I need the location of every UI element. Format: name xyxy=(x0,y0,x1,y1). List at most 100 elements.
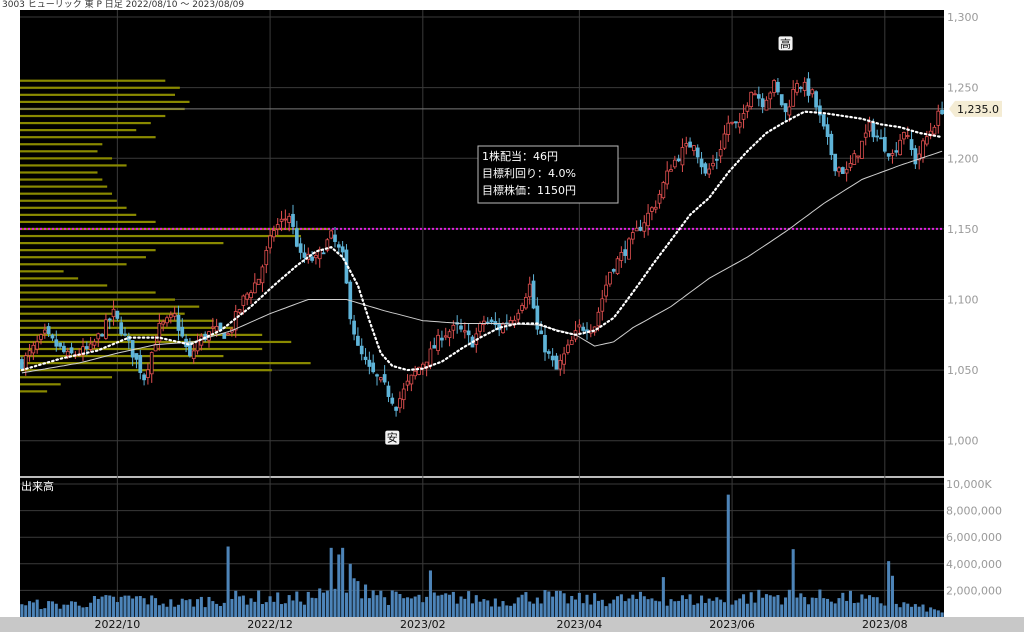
volume-bar xyxy=(822,598,826,617)
candle xyxy=(252,273,257,294)
candle xyxy=(684,136,689,155)
volume-bar xyxy=(257,590,261,617)
candle-body xyxy=(783,103,788,113)
volume-bar xyxy=(738,598,742,617)
candle xyxy=(913,145,918,169)
candle xyxy=(692,145,696,156)
candle-body xyxy=(210,326,215,329)
volume-bar xyxy=(474,595,478,617)
candle-body xyxy=(161,321,166,325)
candle xyxy=(180,318,185,339)
candle-body xyxy=(50,334,55,339)
volume-bar xyxy=(826,598,830,617)
candle xyxy=(783,103,788,121)
candle-body xyxy=(23,355,28,369)
candle-body xyxy=(546,351,551,354)
volume-bar xyxy=(451,591,455,617)
candle-body xyxy=(88,343,93,350)
candle-body xyxy=(298,243,303,253)
candle xyxy=(375,373,379,386)
candle-body xyxy=(821,114,826,127)
candle xyxy=(50,333,55,341)
volume-bar xyxy=(39,609,43,617)
candle-body xyxy=(462,330,467,333)
dividend-annotation-line: 目標利回り：4.0% xyxy=(482,166,576,180)
candle-body xyxy=(867,121,872,132)
candle-body xyxy=(382,374,387,383)
volume-bar xyxy=(707,598,711,617)
volume-bar xyxy=(306,591,310,617)
candle xyxy=(146,362,150,385)
candle-body xyxy=(149,352,154,375)
volume-profile-bar xyxy=(20,376,113,379)
volume-bar xyxy=(425,596,429,617)
candle-body xyxy=(638,226,643,231)
volume-bar xyxy=(696,603,700,617)
volume-bar xyxy=(169,599,173,617)
volume-profile-bar xyxy=(20,326,234,329)
volume-bar xyxy=(73,601,77,617)
volume-bar xyxy=(348,563,352,617)
candle xyxy=(875,129,880,142)
candle-body xyxy=(428,348,433,367)
volume-bar xyxy=(917,606,921,617)
volume-bar xyxy=(600,599,604,617)
candle xyxy=(608,271,612,287)
volume-bar xyxy=(150,595,154,617)
volume-profile-bar xyxy=(20,227,330,231)
candle-body xyxy=(317,249,322,260)
volume-bar xyxy=(81,607,85,617)
volume-profile-bar xyxy=(20,192,113,195)
candle xyxy=(172,306,177,321)
volume-bar xyxy=(512,603,516,617)
volume-bar xyxy=(776,595,780,617)
candle xyxy=(451,320,456,339)
volume-bar xyxy=(62,604,66,617)
volume-bar xyxy=(845,600,849,617)
volume-bar xyxy=(24,605,28,617)
candle-body xyxy=(894,150,899,153)
volume-bar xyxy=(142,598,146,617)
candle xyxy=(115,310,120,321)
volume-bar xyxy=(879,603,883,617)
candle-body xyxy=(630,232,635,240)
candle-body xyxy=(241,295,246,306)
volume-bar xyxy=(386,604,390,617)
volume-bar xyxy=(127,595,131,617)
candle xyxy=(902,131,906,145)
candle xyxy=(718,140,723,164)
candle xyxy=(653,200,658,214)
volume-bar xyxy=(688,594,692,617)
candle-body xyxy=(856,155,860,158)
candle-body xyxy=(314,255,318,259)
price-tick-label: 1,100 xyxy=(947,293,979,306)
volume-bar xyxy=(700,595,704,617)
volume-bar xyxy=(558,590,562,617)
candle xyxy=(726,115,731,142)
candle xyxy=(142,372,146,386)
volume-panel-label: 出来高 xyxy=(21,479,54,493)
candle-body xyxy=(84,346,89,349)
candle xyxy=(756,86,761,107)
candle-body xyxy=(741,113,746,120)
candle-body xyxy=(646,212,650,227)
volume-bar xyxy=(703,602,707,617)
candle-body xyxy=(802,81,807,91)
candle-body xyxy=(142,374,146,381)
candle xyxy=(336,241,341,255)
candle xyxy=(237,308,242,315)
volume-bar xyxy=(665,605,669,617)
candle xyxy=(569,336,574,345)
candle-body xyxy=(478,323,482,332)
candle-body xyxy=(516,312,521,320)
volume-bar xyxy=(722,602,726,617)
volume-profile-bar xyxy=(20,284,108,287)
candle-body xyxy=(798,87,803,89)
volume-bar xyxy=(402,598,406,617)
volume-bar xyxy=(596,600,600,617)
candle-body xyxy=(459,325,463,330)
volume-tick-label: 2,000,000 xyxy=(946,584,1002,597)
candle-body xyxy=(909,139,914,150)
candle xyxy=(634,220,639,232)
